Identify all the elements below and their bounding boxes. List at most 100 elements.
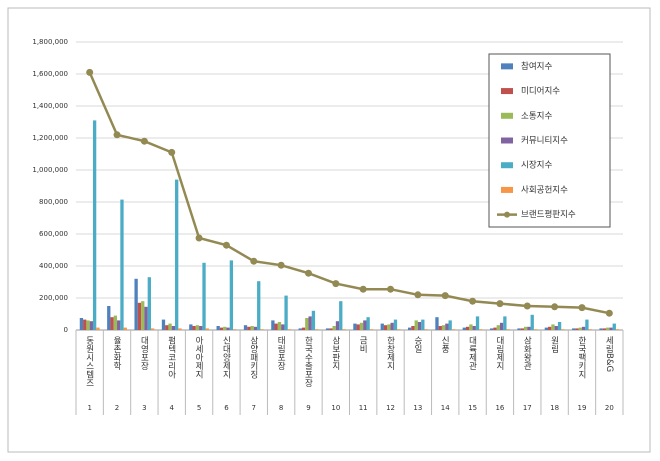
bar [205,328,209,330]
line-marker [359,285,367,293]
legend-swatch [501,63,513,70]
rank-label: 1 [87,404,91,412]
bar [123,327,127,330]
bar [144,306,148,330]
bar [451,329,456,330]
line-marker [551,303,559,311]
bar [202,262,206,330]
bar [612,323,616,330]
y-tick-label: 400,000 [39,262,68,270]
bar [387,324,391,330]
bar [216,326,220,330]
rank-label: 9 [306,404,310,412]
y-tick-label: 1,000,000 [32,166,68,174]
x-tick-label: 아세아제지 [194,335,204,379]
rank-label: 16 [495,404,504,412]
y-tick-label: 1,200,000 [32,134,68,142]
bar [462,327,466,330]
x-tick-label: 신대양제지 [221,336,231,379]
x-tick-label: 한국팩키지 [576,336,586,379]
bar [339,301,343,330]
line-marker [86,68,94,76]
x-tick-label: 율촌화학 [112,336,122,371]
line-marker [222,241,230,249]
bar [496,325,500,330]
bar [609,327,613,330]
bar [175,179,179,330]
bar [342,329,346,330]
bar [588,329,592,330]
bar [359,322,364,330]
bar [189,324,193,330]
bar [417,322,422,330]
rank-label: 4 [169,404,174,412]
x-tick-label: 승일 [412,336,422,353]
bar [472,326,476,330]
rank-label: 15 [468,404,477,412]
line-marker [304,269,312,277]
bar [233,329,237,330]
bar [171,326,176,330]
bar [490,328,494,330]
bar [305,318,309,330]
bar [325,328,330,330]
line-marker [387,285,395,293]
legend-swatch [501,137,513,144]
x-tick-label: 한국수출포장 [303,336,313,387]
bar [120,199,124,330]
bar [195,325,200,330]
bar [445,323,449,330]
bar [243,325,248,330]
bar [533,329,538,330]
bar [83,319,87,330]
bar [441,325,446,330]
bar [615,329,620,330]
x-tick-label: 금비 [358,336,368,354]
bar [332,326,336,330]
x-tick-label: 신풍 [440,336,450,353]
bar [599,328,603,330]
line [88,71,610,315]
bar [383,325,388,330]
rank-label: 12 [386,404,395,412]
bar [199,326,203,330]
bar [96,327,100,330]
bar [414,320,418,330]
rank-label: 17 [523,404,532,412]
x-tick-label: 대륙제관 [467,336,477,370]
rank-label: 2 [115,404,119,412]
bar [219,327,224,330]
bar [561,329,565,330]
bar [551,324,555,330]
line-marker [414,291,422,299]
bar [110,317,114,330]
line-marker [168,148,176,156]
bar [581,326,586,330]
bar [284,295,288,330]
legend-label: 사회공헌지수 [521,185,568,195]
bar [247,326,251,330]
bar [527,326,531,330]
bar [308,316,312,330]
bar [585,319,589,330]
x-tick-label: 원림 [549,336,559,353]
legend-label: 커뮤니티지수 [521,135,568,146]
x-tick-label: 한창제지 [385,336,395,371]
legend-label: 브랜드평판지수 [521,209,576,220]
rank-label: 5 [197,404,201,412]
bar [578,327,582,330]
bar [530,314,534,330]
rank-label: 3 [142,404,146,412]
bar [89,321,93,330]
y-tick-label: 800,000 [39,198,68,206]
x-tick-label: 펌텍코리아 [166,335,176,379]
bar [311,310,316,330]
x-tick-label: 세림B&G [604,336,614,372]
bar [469,324,473,330]
line-marker [113,131,121,139]
bar [548,326,552,330]
y-tick-label: 1,600,000 [32,70,68,78]
rank-label: 13 [413,404,422,412]
bar [192,326,196,330]
